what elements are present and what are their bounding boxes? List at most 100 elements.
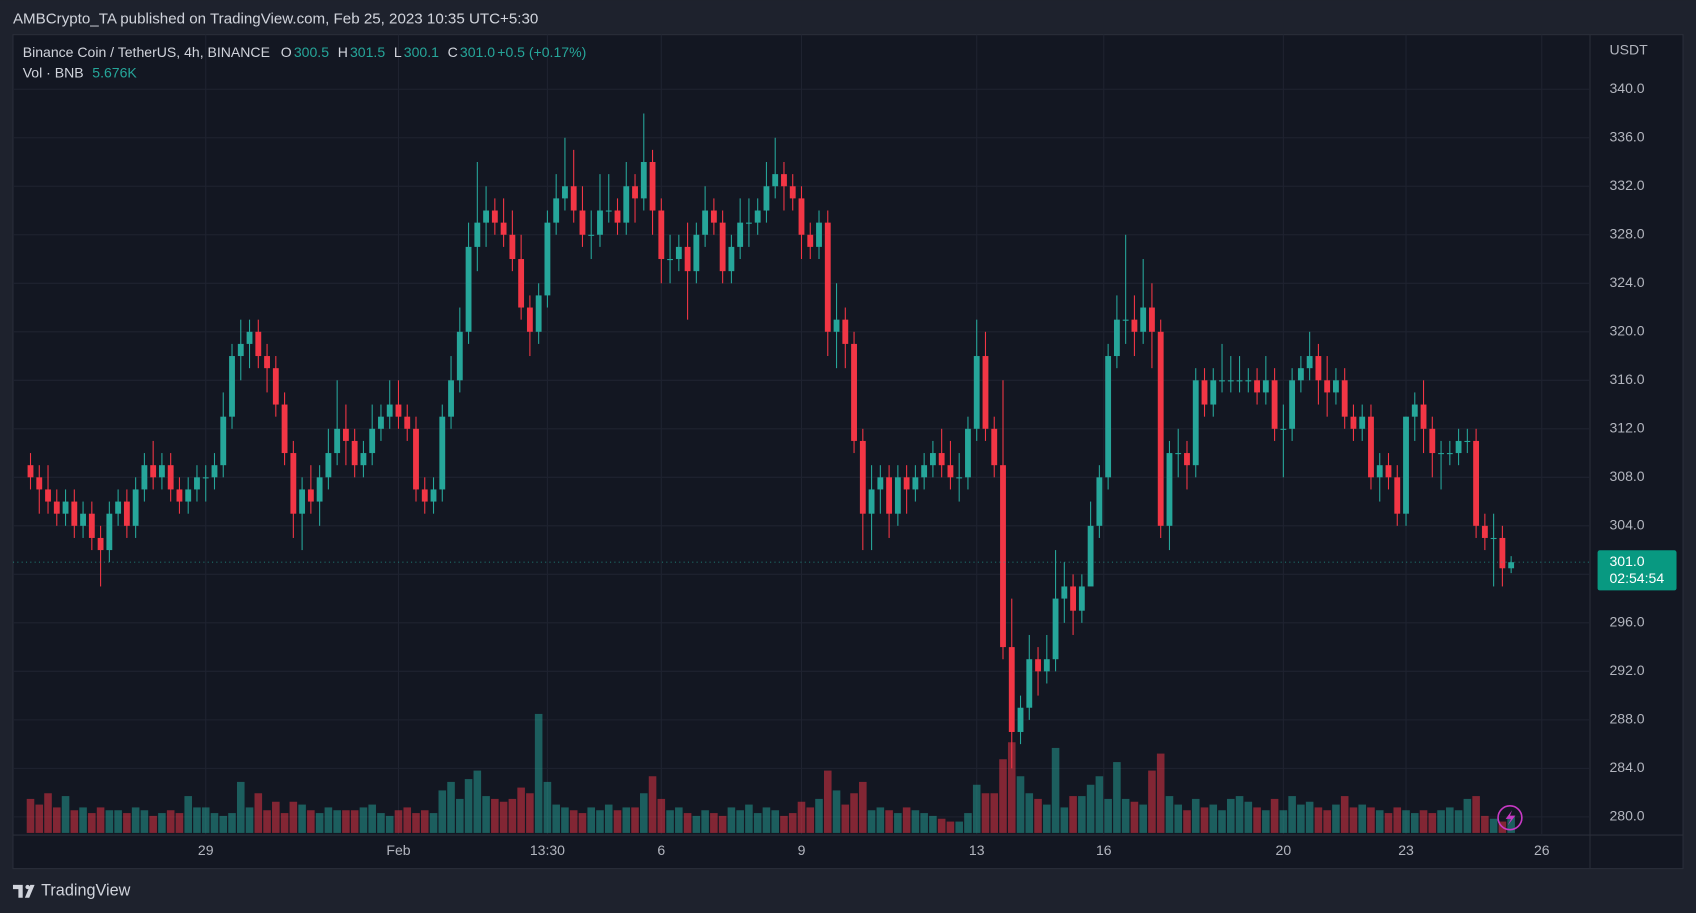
volume-bar xyxy=(158,813,166,833)
candle-body xyxy=(1394,477,1401,514)
legend-key: L xyxy=(394,44,402,60)
volume-bar xyxy=(964,813,972,833)
volume-bar xyxy=(981,793,990,833)
volume-bar xyxy=(1016,776,1025,833)
candle-body xyxy=(1131,319,1138,332)
candle-body xyxy=(1096,477,1103,526)
candle-body xyxy=(1420,404,1427,429)
volume-bar xyxy=(561,807,569,833)
volume-bar xyxy=(972,784,981,833)
volume-bar xyxy=(53,807,61,833)
volume-bar xyxy=(429,813,438,833)
candle-body xyxy=(658,210,665,260)
volume-bar xyxy=(596,810,604,833)
volume-bar xyxy=(587,807,596,833)
y-tick-label: 308.0 xyxy=(1609,468,1644,484)
candle-body xyxy=(912,477,919,490)
candle-body xyxy=(1262,380,1269,393)
candle-body xyxy=(1192,380,1199,466)
candle-body xyxy=(693,234,700,272)
candle-body xyxy=(88,513,95,538)
volume-bar xyxy=(569,810,578,833)
volume-bar xyxy=(823,770,832,833)
last-price-badge xyxy=(1597,550,1677,591)
volume-bar xyxy=(184,796,192,833)
volume-bar xyxy=(79,807,87,833)
candle-body xyxy=(246,331,253,344)
volume-bar xyxy=(1060,807,1069,833)
candle-body xyxy=(430,489,437,502)
volume-bar xyxy=(955,821,963,833)
volume-bar xyxy=(307,810,315,833)
y-tick-label: 332.0 xyxy=(1609,177,1644,193)
volume-bar xyxy=(841,804,850,833)
volume-bar xyxy=(499,801,508,833)
candle-body xyxy=(62,501,69,514)
candle-body xyxy=(816,222,822,247)
volume-bar xyxy=(675,807,683,833)
x-tick-label: 16 xyxy=(1096,842,1112,858)
candle-body xyxy=(500,222,507,235)
candle-body xyxy=(1105,356,1112,478)
volume-bar xyxy=(859,781,867,833)
legend-value: 301.5 xyxy=(350,44,385,60)
alert-icon[interactable] xyxy=(1497,805,1523,831)
volume-bar xyxy=(482,796,490,833)
volume-bar xyxy=(254,793,263,833)
candle-body xyxy=(141,465,148,490)
candle-body xyxy=(535,295,542,332)
y-tick-label: 292.0 xyxy=(1609,662,1644,678)
volume-bar xyxy=(526,793,534,833)
candle-body xyxy=(991,428,998,466)
volume-bar xyxy=(1428,813,1437,833)
candle-body xyxy=(509,234,516,260)
volume-bar xyxy=(534,713,543,833)
candle-body xyxy=(1219,380,1225,382)
volume-bar xyxy=(885,810,893,833)
x-tick-label: Feb xyxy=(386,842,410,858)
candle-body xyxy=(360,453,367,466)
y-tick-label: 328.0 xyxy=(1609,225,1644,241)
volume-bar xyxy=(70,810,79,833)
volume-bar xyxy=(1043,804,1051,833)
volume-bar xyxy=(1165,796,1174,833)
volume-bar xyxy=(1095,776,1104,833)
volume-bar xyxy=(403,807,412,833)
candle-body xyxy=(1043,659,1050,672)
candle-body xyxy=(807,234,814,247)
candle-body xyxy=(1481,525,1488,538)
volume-bar xyxy=(666,810,674,833)
volume-bar xyxy=(236,781,245,833)
candle-body xyxy=(702,210,709,235)
candle-body xyxy=(667,259,673,261)
candle-body xyxy=(1464,440,1471,443)
volume-bar xyxy=(394,810,403,833)
volume-bar xyxy=(1191,798,1200,833)
volume-bar xyxy=(324,807,333,833)
x-tick-label: 6 xyxy=(657,842,665,858)
volume-bar xyxy=(1069,796,1077,833)
volume-bar xyxy=(788,813,797,833)
volume-bar xyxy=(1148,770,1156,833)
volume-bar xyxy=(1437,810,1445,833)
volume-bar xyxy=(210,813,219,833)
candle-body xyxy=(1306,356,1313,369)
volume-bar xyxy=(517,787,525,833)
candle-body xyxy=(1315,356,1322,381)
candle-body xyxy=(1236,380,1243,382)
x-tick-label: 13 xyxy=(969,842,985,858)
y-tick-label: 324.0 xyxy=(1609,274,1644,290)
candle-body xyxy=(474,222,481,247)
y-tick-label: 312.0 xyxy=(1609,420,1644,436)
volume-bar xyxy=(1121,798,1130,833)
volume-bar xyxy=(613,810,622,833)
volume-bar xyxy=(1314,807,1323,833)
candle-body xyxy=(307,489,314,502)
candle-body xyxy=(316,477,323,502)
volume-bar xyxy=(1332,804,1340,833)
candle-body xyxy=(1508,562,1515,569)
candle-body xyxy=(859,440,866,514)
volume-bar xyxy=(1139,804,1147,833)
volume-bar xyxy=(61,796,70,833)
candle-body xyxy=(448,380,454,417)
